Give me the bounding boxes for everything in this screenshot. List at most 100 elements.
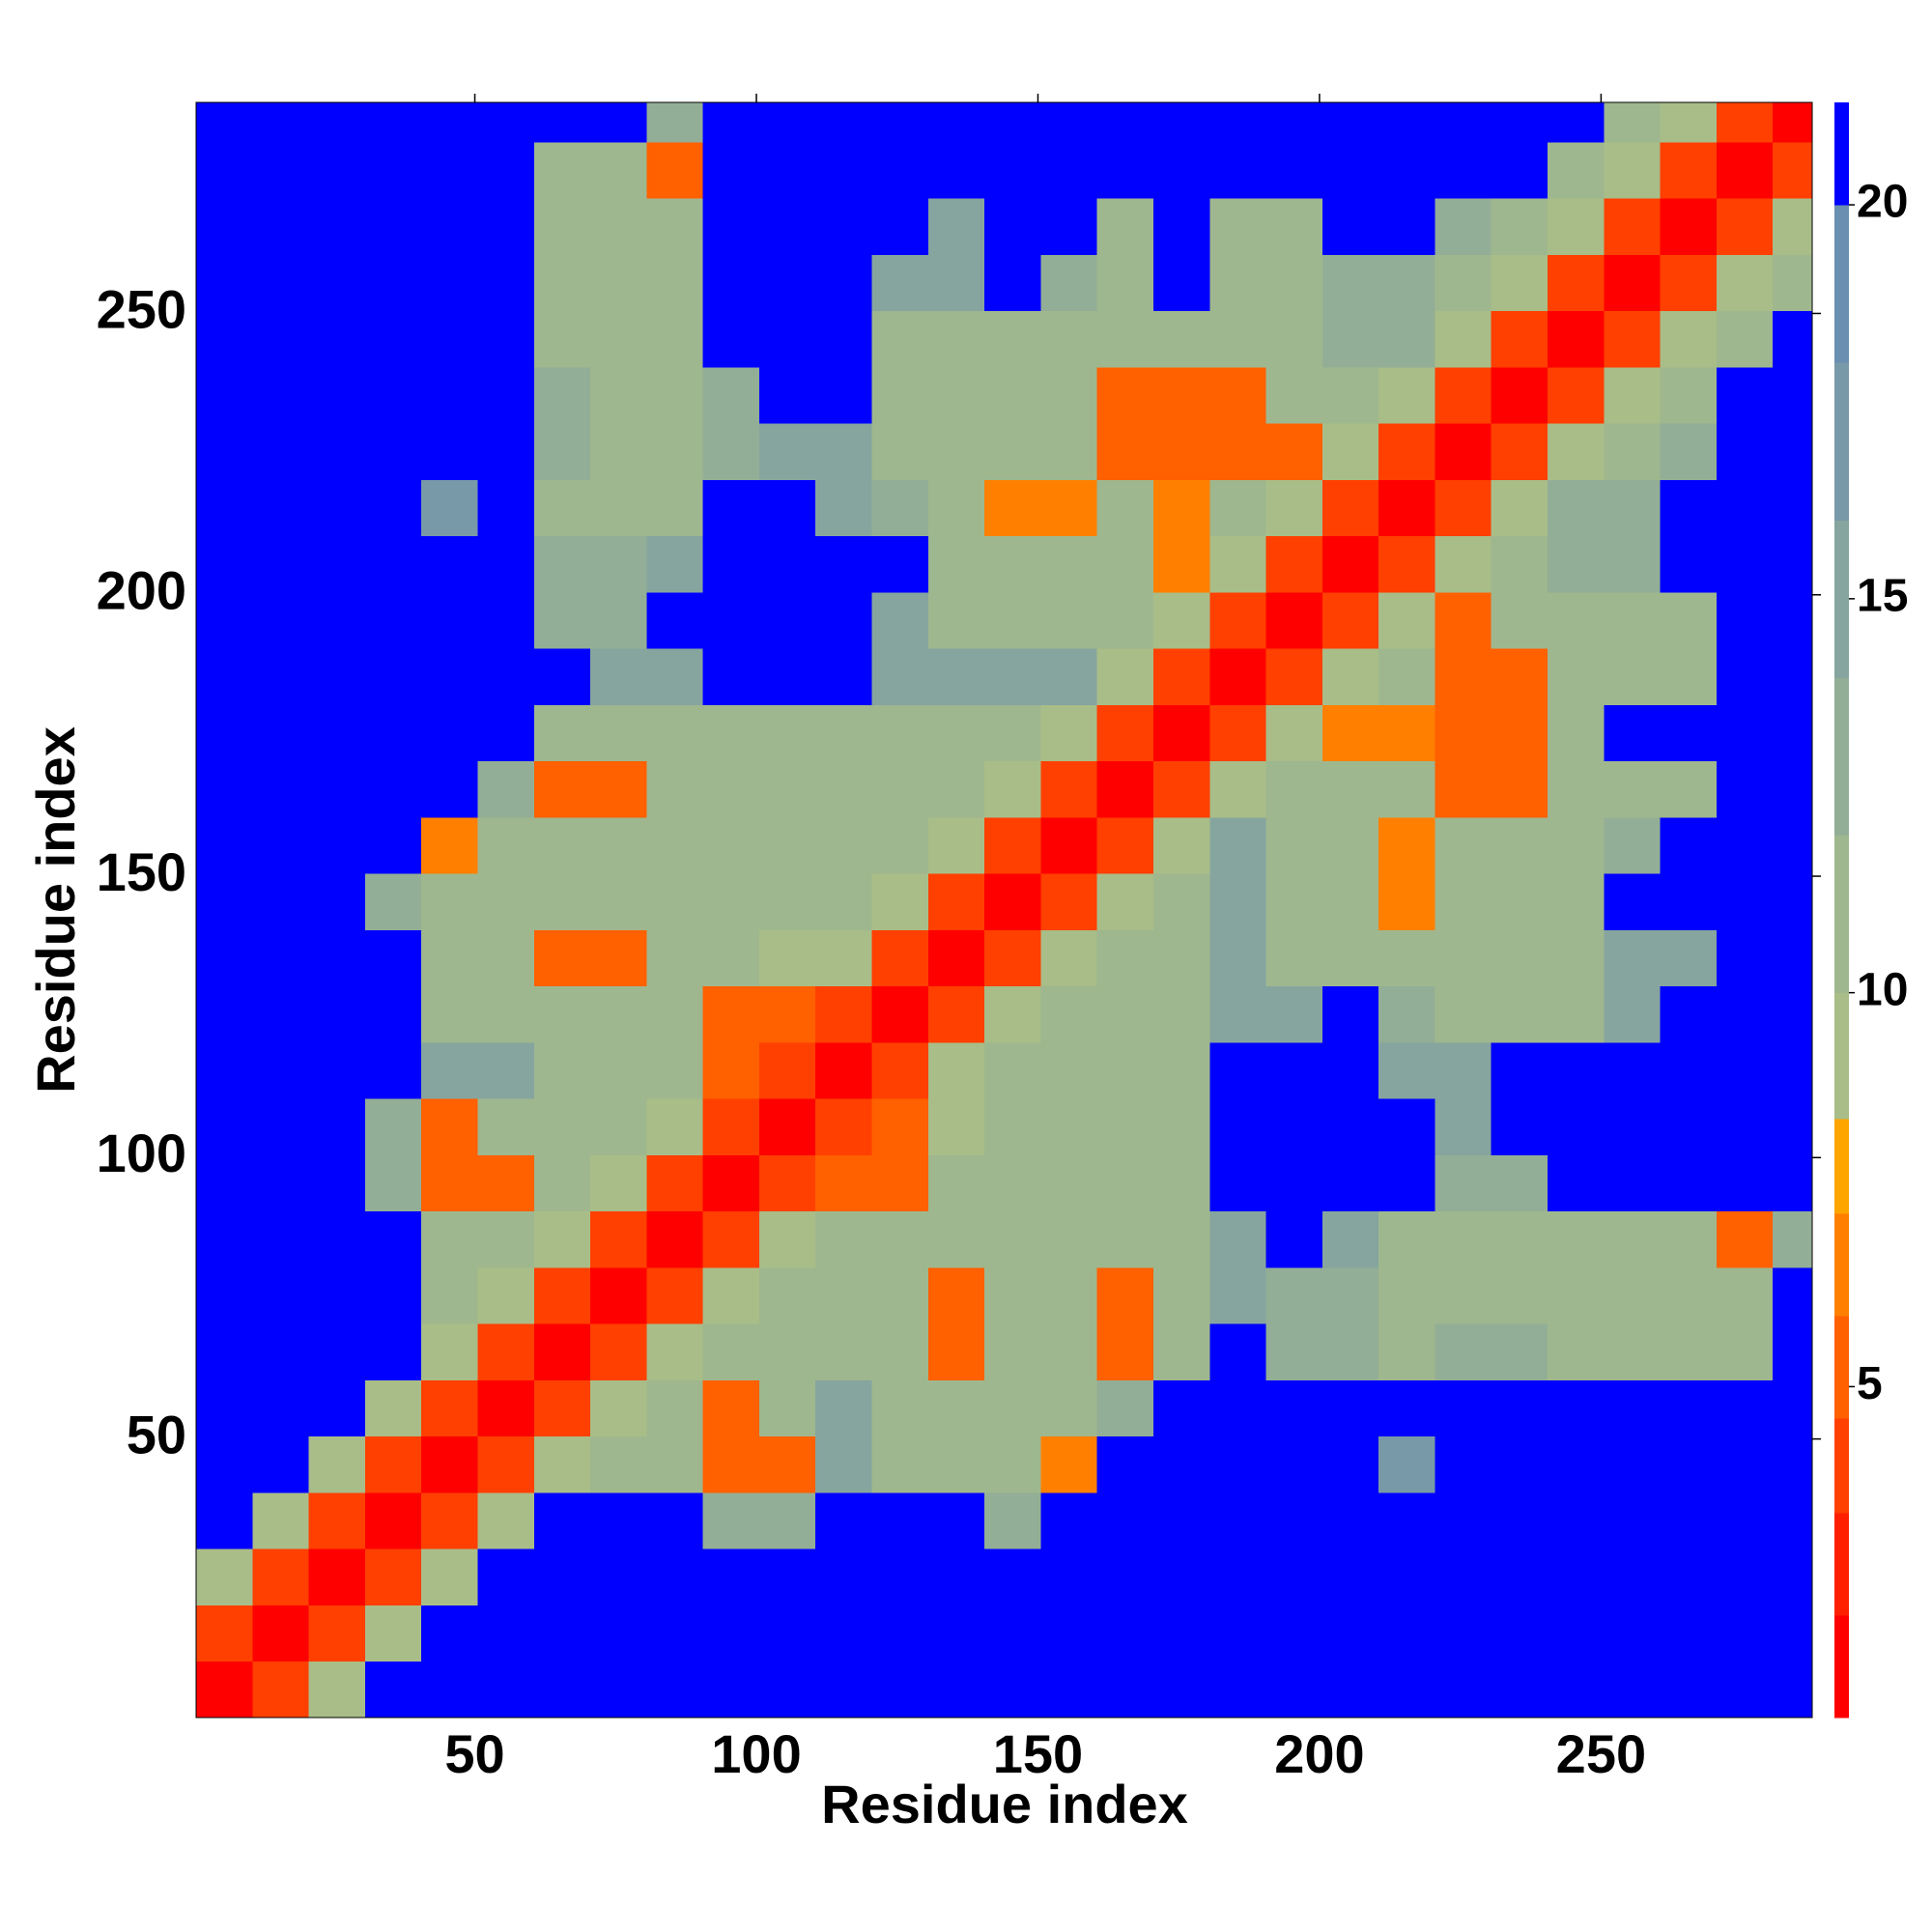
heatmap-cell — [1604, 1605, 1662, 1662]
heatmap-cell — [927, 1154, 985, 1212]
heatmap-cell — [421, 1435, 478, 1493]
heatmap-cell — [252, 760, 310, 818]
heatmap-cell — [364, 1605, 422, 1662]
heatmap-cell — [1321, 1210, 1379, 1268]
heatmap-cell — [308, 479, 366, 537]
heatmap-cell — [1321, 423, 1379, 480]
heatmap-cell — [1321, 1492, 1379, 1549]
heatmap-cell — [1209, 1492, 1267, 1549]
heatmap-cell — [1321, 816, 1379, 874]
heatmap-cell — [1096, 254, 1154, 312]
heatmap-cell — [1548, 1435, 1605, 1493]
heatmap-cell — [1152, 1605, 1210, 1662]
heatmap-cell — [646, 591, 704, 649]
heatmap-cell — [1604, 535, 1662, 593]
heatmap-cell — [1435, 704, 1492, 762]
heatmap-cell — [871, 1548, 929, 1605]
heatmap-cell — [308, 535, 366, 593]
heatmap-cell — [871, 1266, 929, 1324]
heatmap-cell — [1604, 704, 1662, 762]
heatmap-cell — [1321, 1154, 1379, 1212]
colorbar-segment — [1834, 992, 1849, 1120]
heatmap-cell — [927, 479, 985, 537]
heatmap-cell — [1548, 1266, 1605, 1324]
heatmap-cell — [1321, 310, 1379, 368]
heatmap-cell — [871, 310, 929, 368]
heatmap-cell — [1152, 1379, 1210, 1437]
heatmap-cell — [1096, 816, 1154, 874]
heatmap-cell — [1604, 479, 1662, 537]
heatmap-cell — [1265, 1379, 1323, 1437]
heatmap-cell — [421, 141, 478, 199]
heatmap-cell — [984, 1041, 1041, 1099]
heatmap-cell — [1096, 648, 1154, 705]
heatmap-cell — [1660, 1266, 1718, 1324]
heatmap-cell — [1265, 310, 1323, 368]
heatmap-cell — [871, 1098, 929, 1155]
heatmap-cell — [646, 1435, 704, 1493]
heatmap-cell — [1773, 1266, 1813, 1324]
heatmap-cell — [196, 873, 253, 930]
heatmap-cell — [1604, 873, 1662, 930]
heatmap-cell — [477, 1323, 535, 1380]
heatmap-cell — [1209, 1210, 1267, 1268]
heatmap-cell — [1096, 1492, 1154, 1549]
heatmap-cell — [702, 423, 760, 480]
heatmap-cell — [927, 535, 985, 593]
heatmap-cell — [590, 1492, 647, 1549]
heatmap-cell — [590, 198, 647, 255]
heatmap-cell — [984, 366, 1041, 424]
heatmap-cell — [815, 310, 873, 368]
heatmap-cell — [646, 1098, 704, 1155]
heatmap-cell — [1096, 1210, 1154, 1268]
heatmap-cell — [1716, 704, 1774, 762]
heatmap-cell — [590, 704, 647, 762]
heatmap-cell — [533, 1210, 591, 1268]
heatmap-cell — [1660, 141, 1718, 199]
heatmap-cell — [252, 1266, 310, 1324]
heatmap-cell — [1660, 1548, 1718, 1605]
heatmap-cell — [1152, 929, 1210, 987]
heatmap-cell — [196, 479, 253, 537]
heatmap-cell — [1548, 1098, 1605, 1155]
heatmap-cell — [1716, 1661, 1774, 1719]
heatmap-cell — [477, 1379, 535, 1437]
heatmap-cell — [421, 1379, 478, 1437]
heatmap-cell — [196, 648, 253, 705]
heatmap-cell — [590, 1154, 647, 1212]
heatmap-cell — [590, 985, 647, 1043]
heatmap-cell — [533, 254, 591, 312]
heatmap-cell — [196, 1492, 253, 1549]
heatmap-cell — [252, 198, 310, 255]
heatmap-cell — [533, 141, 591, 199]
x-axis-title: Residue index — [821, 1774, 1188, 1834]
heatmap-cell — [1209, 1435, 1267, 1493]
heatmap-cell — [1660, 1210, 1718, 1268]
heatmap-cell — [252, 479, 310, 537]
heatmap-cell — [1716, 1492, 1774, 1549]
heatmap-cell — [533, 591, 591, 649]
heatmap-cell — [1491, 366, 1548, 424]
heatmap-cell — [927, 254, 985, 312]
heatmap-cell — [702, 479, 760, 537]
heatmap-cell — [927, 704, 985, 762]
heatmap-cell — [364, 704, 422, 762]
heatmap-cell — [308, 423, 366, 480]
heatmap-cell — [1773, 1492, 1813, 1549]
heatmap-cell — [533, 929, 591, 987]
heatmap-cell — [815, 1210, 873, 1268]
heatmap-cell — [1209, 366, 1267, 424]
heatmap-cell — [1096, 1548, 1154, 1605]
heatmap-cell — [984, 1661, 1041, 1719]
heatmap-cell — [871, 648, 929, 705]
heatmap-cell — [927, 310, 985, 368]
heatmap-cell — [1660, 198, 1718, 255]
heatmap-cell — [646, 985, 704, 1043]
heatmap-cell — [1040, 423, 1098, 480]
heatmap-cell — [1604, 1266, 1662, 1324]
heatmap-cell — [702, 985, 760, 1043]
heatmap-cell — [421, 198, 478, 255]
heatmap-cell — [1491, 479, 1548, 537]
heatmap-cell — [1716, 1548, 1774, 1605]
